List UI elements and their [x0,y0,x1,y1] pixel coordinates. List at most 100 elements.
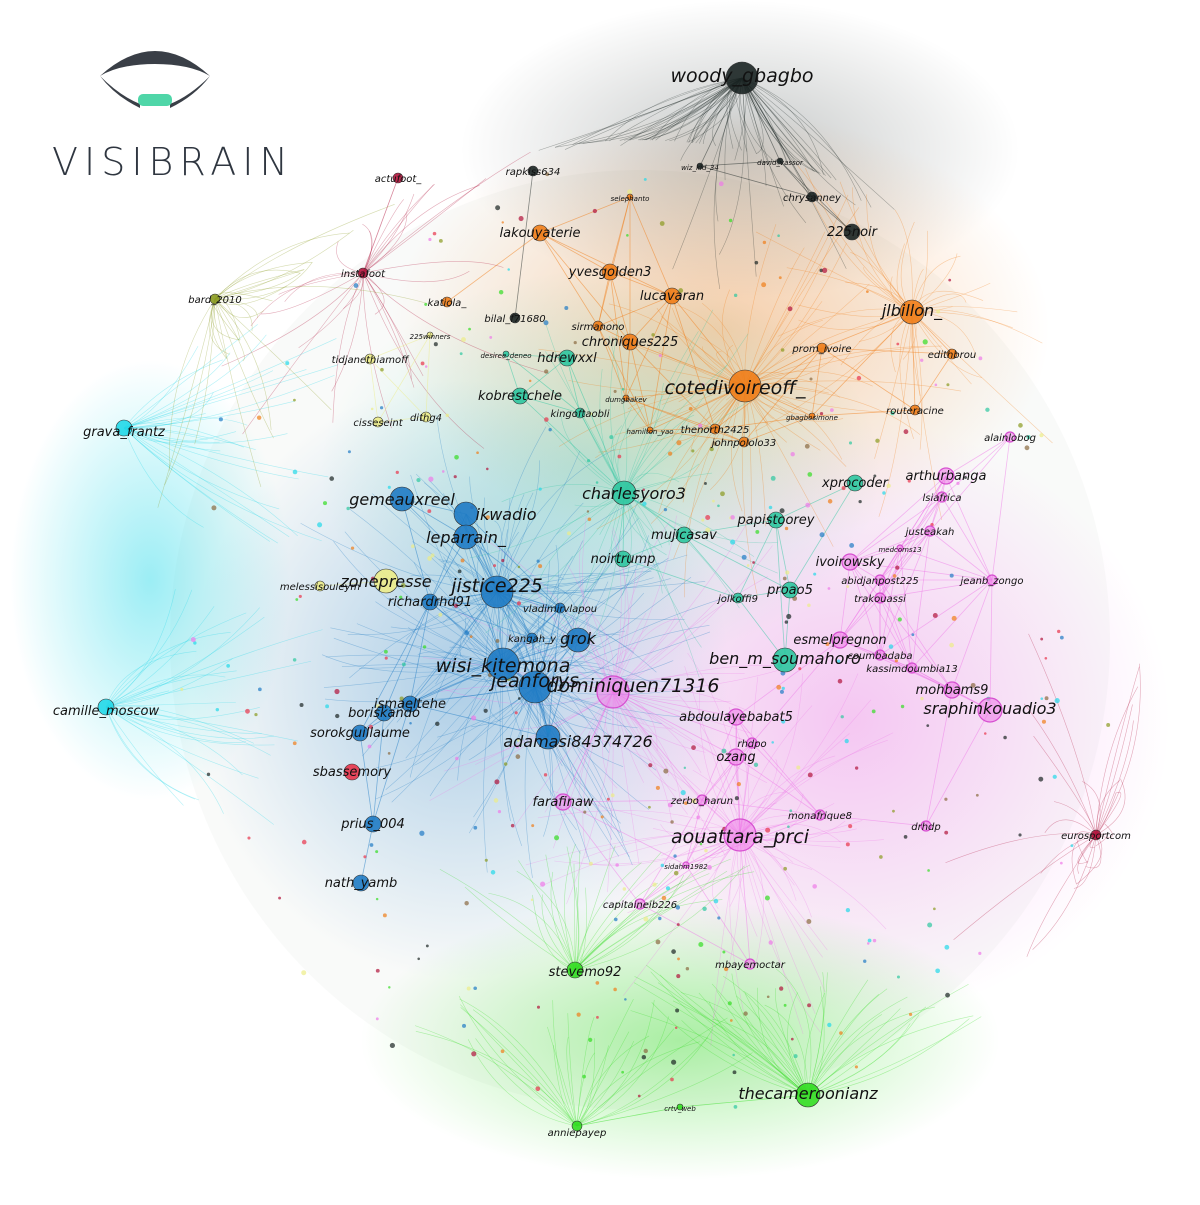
node-anniepayep[interactable] [571,1120,583,1132]
node-cotedivoireoff-[interactable] [728,369,762,403]
node-boriskando[interactable] [375,704,393,722]
node-dominiquen71316[interactable] [596,675,630,709]
node-jeanforys[interactable] [518,670,552,704]
node-sbassemory[interactable] [343,763,361,781]
node-sirmanono[interactable] [592,320,604,332]
node-abidjanpost225[interactable] [874,574,886,586]
node-david-vassor[interactable] [776,157,784,165]
node-bard-2010[interactable] [209,293,221,305]
node-wiz-kid-34[interactable] [696,162,704,170]
node-instafoot[interactable] [357,267,369,279]
node-225noir[interactable] [843,223,861,241]
node-kobrestchele[interactable] [511,387,529,405]
node-sorokguillaume[interactable] [351,724,369,742]
node-lsiafrica[interactable] [936,491,948,503]
brand-logo [50,36,260,186]
node-medcoms13[interactable] [896,544,904,552]
node-trakouassi[interactable] [874,592,886,604]
node-selephanto[interactable] [626,193,634,201]
node-ismaeltehe[interactable] [401,695,419,713]
node-proao5[interactable] [781,581,799,599]
node-capitaineib226[interactable] [634,898,646,910]
node-bilal-f71680[interactable] [509,312,521,324]
node-routeracine[interactable] [909,404,921,416]
node-zonepresse[interactable] [373,568,399,594]
node-xprocoder[interactable] [846,474,864,492]
node-esmelpregnon[interactable] [831,631,849,649]
node-farafinaw[interactable] [554,793,572,811]
node-noirtrump[interactable] [614,550,632,568]
node-actufoot-[interactable] [392,172,404,184]
node-monafrique8[interactable] [814,809,826,821]
node-charlesyoro3[interactable] [611,480,637,506]
node-jlbillon-[interactable] [899,299,925,325]
node-woody-gbagbo[interactable] [725,61,759,95]
node-kangah-y[interactable] [526,632,538,644]
node-katiola-[interactable] [441,296,453,308]
node-wisi-kitemona[interactable] [486,647,520,681]
node-papistoorey[interactable] [767,511,785,529]
node-coumbadaba[interactable] [874,649,886,661]
node-camille-moscow[interactable] [97,698,115,716]
node-leparrain-[interactable] [453,524,479,550]
node-chrysanney[interactable] [806,191,818,203]
node-ozang[interactable] [727,748,745,766]
node-lakouyaterie[interactable] [531,224,549,242]
edge [597,271,611,327]
node-jolkoffi9[interactable] [732,592,744,604]
node-drhdp[interactable] [920,820,932,832]
node-hamilton-yao[interactable] [646,426,654,434]
node-cisseseint[interactable] [372,416,384,428]
node-grava-frantz[interactable] [115,419,133,437]
node-ikwadio[interactable] [453,501,479,527]
node-sraphinkouadio3[interactable] [977,697,1003,723]
node-stevemo92[interactable] [566,961,584,979]
node-hdrewxxl[interactable] [558,349,576,367]
node-kassimdoumbia13[interactable] [906,662,918,674]
node-gbagbosimone[interactable] [808,412,816,420]
node-adamasi84374726[interactable] [535,724,561,750]
node-sidahm1982[interactable] [682,861,690,869]
node-nath-yamb[interactable] [352,874,370,892]
node-crtv-web[interactable] [676,1103,684,1111]
node-rapkiss634[interactable] [527,165,539,177]
node-mujicasav[interactable] [675,526,693,544]
node-ivoirowsky[interactable] [841,553,859,571]
node-abdoulayebabat5[interactable] [727,708,745,726]
node-gemeauxreel[interactable] [389,486,415,512]
cluster-halo-blue [190,380,730,980]
node-alainlobog[interactable] [1004,431,1016,443]
node-mohbams9[interactable] [943,681,961,699]
node-jistice225[interactable] [480,575,514,609]
node-thenorth2425[interactable] [709,423,721,435]
node-kingoftaobli[interactable] [574,407,586,419]
node-melessisouleym[interactable] [314,580,326,592]
node-jeanb-zongo[interactable] [986,574,998,586]
node-johnpololo33[interactable] [738,436,750,448]
node-dumgbakev[interactable] [622,394,630,402]
edge [849,561,993,581]
node-aouattara-prci[interactable] [723,818,757,852]
node-grok[interactable] [565,627,591,653]
node-richardrhd91[interactable] [421,593,439,611]
node-tidjanethiamoff[interactable] [364,353,376,365]
node-prius-004[interactable] [364,815,382,833]
node-rhdpo[interactable] [746,737,758,749]
node-chroniques225[interactable] [621,333,639,351]
node-225winners[interactable] [426,331,434,339]
node-arthurbanga[interactable] [937,467,955,485]
node-justeakah[interactable] [924,525,936,537]
node-eurosportcom[interactable] [1090,829,1102,841]
node-prom-ivoire[interactable] [816,342,828,354]
node-ben-m-soumahoro[interactable] [772,647,798,673]
node-thecameroonianz[interactable] [795,1082,821,1108]
node-vladimirvlapou[interactable] [554,602,566,614]
edge [105,702,236,708]
node-lucavaran[interactable] [663,287,681,305]
node-dithg4[interactable] [420,411,432,423]
node-zerbo-harun[interactable] [696,794,708,806]
node-yvesgolden3[interactable] [601,263,619,281]
node-edithbrou[interactable] [946,348,958,360]
node-mbayemoctar[interactable] [744,958,756,970]
node-desiree-deneo[interactable] [502,350,510,358]
